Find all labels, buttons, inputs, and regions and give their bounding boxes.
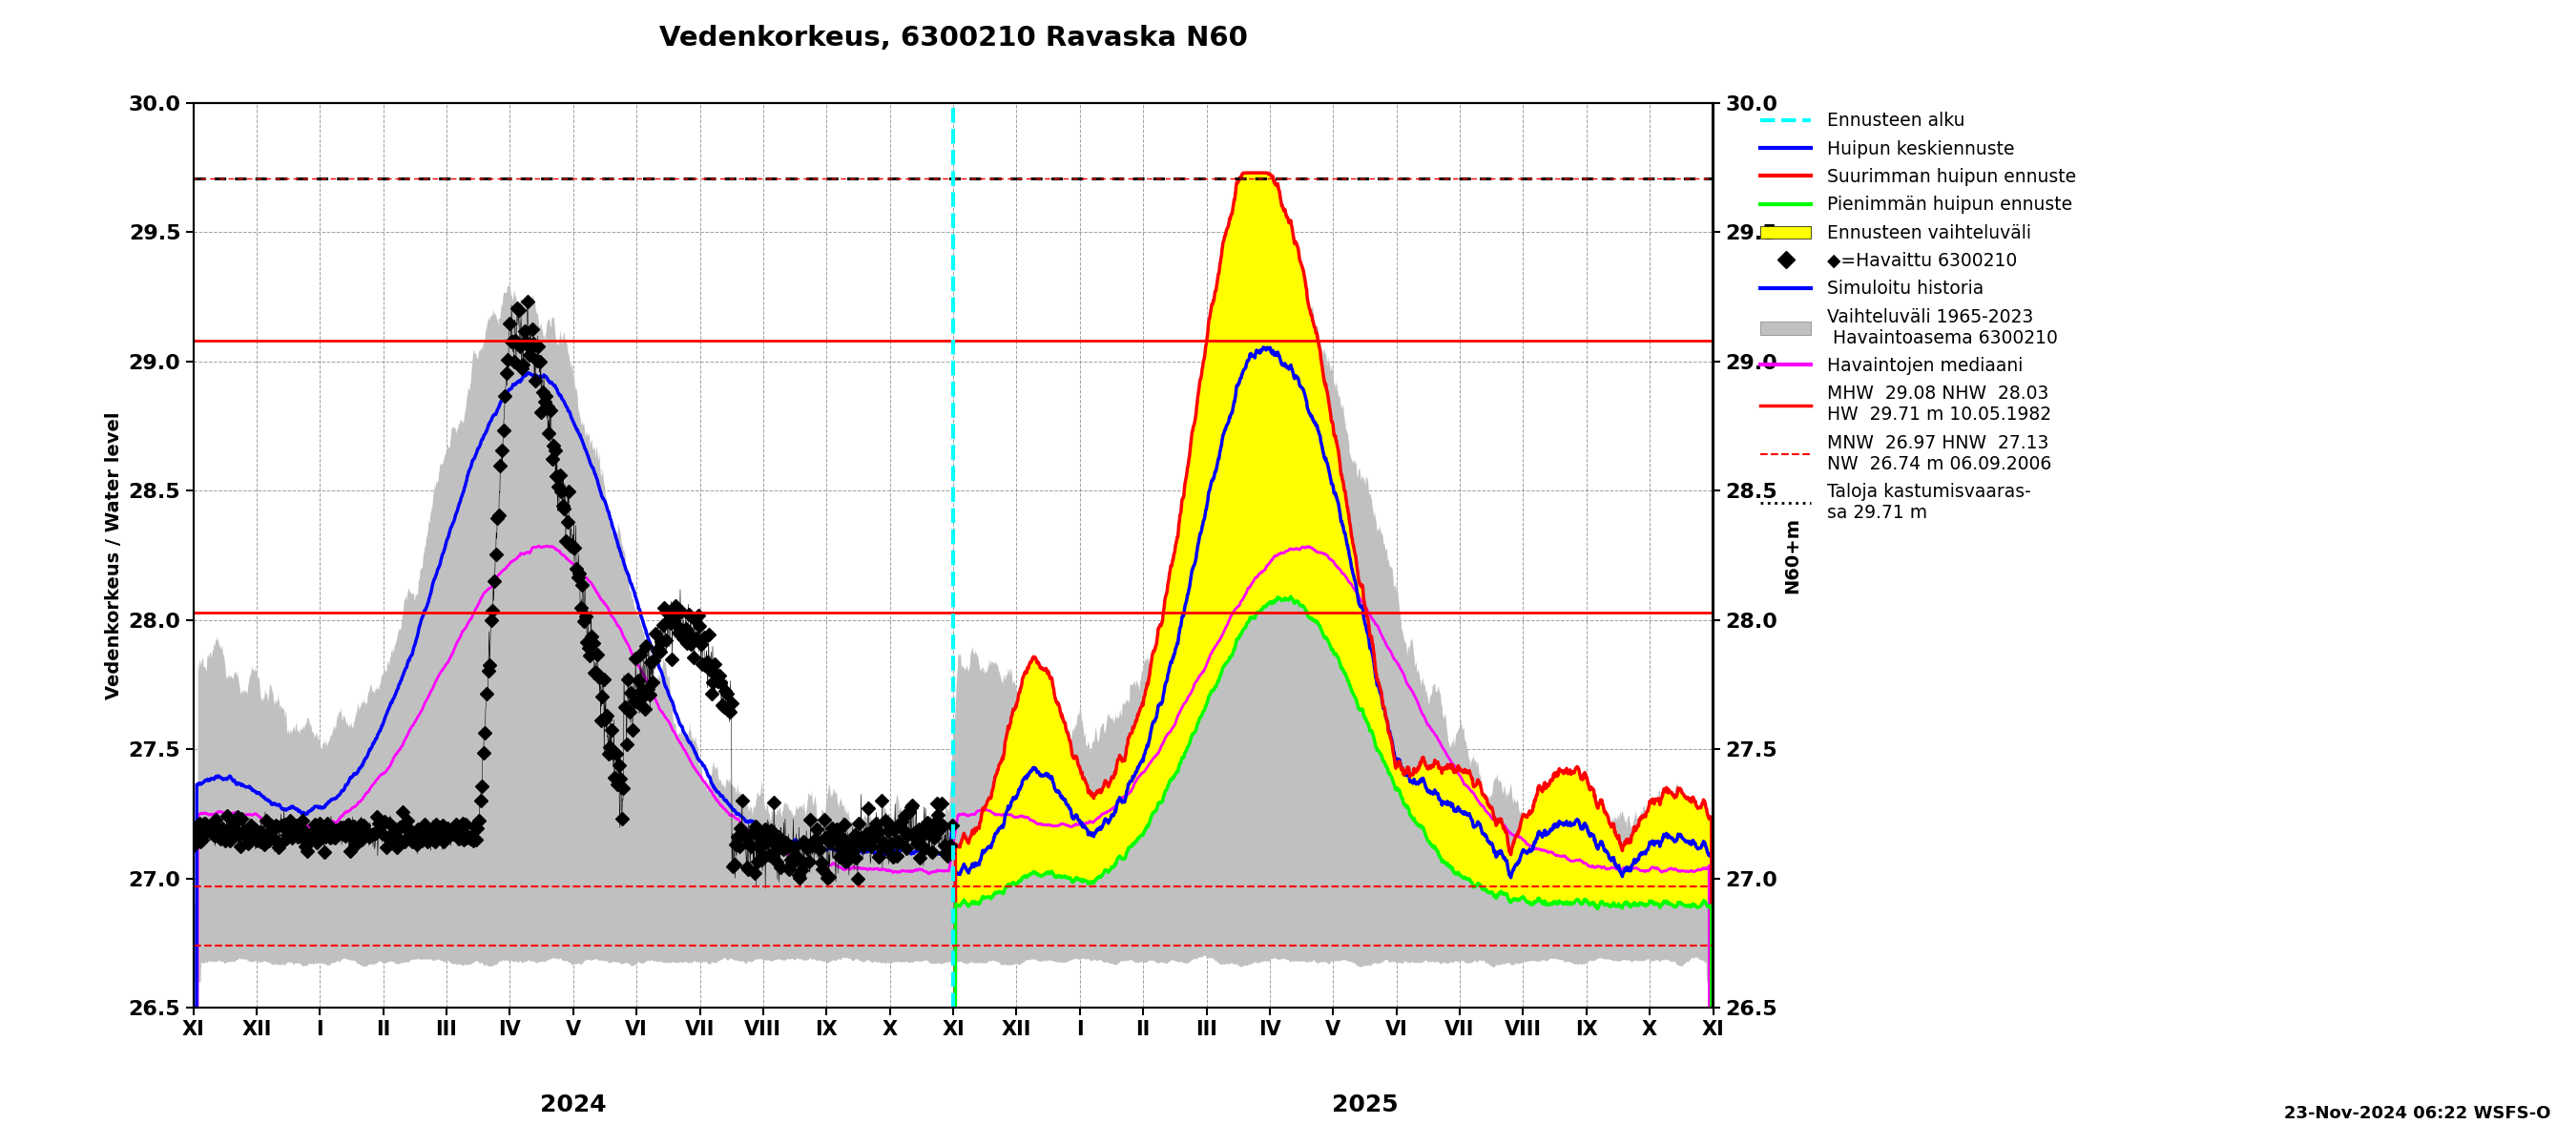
Text: 2025: 2025 [1332,1093,1399,1116]
Text: 23-Nov-2024 06:22 WSFS-O: 23-Nov-2024 06:22 WSFS-O [2282,1105,2550,1122]
Y-axis label: N60+m: N60+m [1783,518,1801,593]
Y-axis label: Vedenkorkeus / Water level: Vedenkorkeus / Water level [106,411,124,700]
Legend: Ennusteen alku, Huipun keskiennuste, Suurimman huipun ennuste, Pienimmän huipun : Ennusteen alku, Huipun keskiennuste, Suu… [1759,112,2076,522]
Text: Vedenkorkeus, 6300210 Ravaska N60: Vedenkorkeus, 6300210 Ravaska N60 [659,25,1247,52]
Text: 2024: 2024 [541,1093,605,1116]
